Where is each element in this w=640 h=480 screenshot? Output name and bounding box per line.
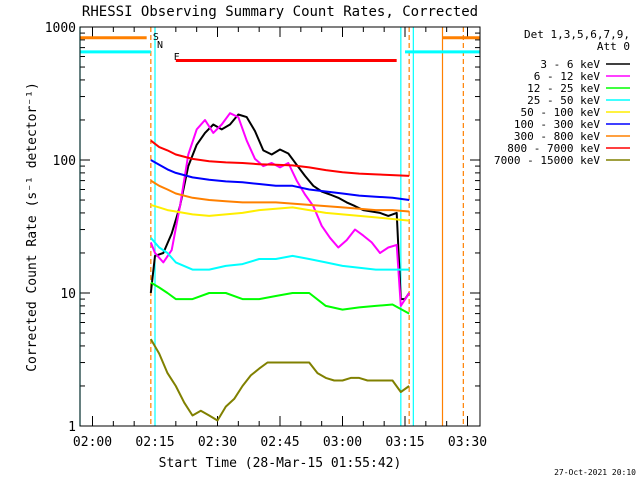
x-axis-label: Start Time (28-Mar-15 01:55:42) xyxy=(159,456,402,471)
legend-label: 100 - 300 keV xyxy=(514,118,600,131)
plot-area: 1 10 100 1000 02:00 02:15 02:30 02:45 03:00 03:15… xyxy=(45,21,487,450)
x-tick-label: 03:00 xyxy=(323,435,362,450)
legend-label: 800 - 7000 keV xyxy=(507,142,600,155)
y-axis-label: Corrected Count Rate (s⁻¹ detector⁻¹) xyxy=(25,82,40,372)
legend-header-line: Att 0 xyxy=(597,40,630,53)
legend-label: 7000 - 15000 keV xyxy=(494,154,600,167)
legend-label: 3 - 6 keV xyxy=(540,58,600,71)
flag-label: F xyxy=(174,52,180,63)
plot-frame xyxy=(79,26,481,427)
series-3-6-kev-line xyxy=(149,113,411,301)
legend-label: 50 - 100 keV xyxy=(521,106,601,119)
legend-label: 12 - 25 keV xyxy=(527,82,600,95)
x-tick-label: 02:30 xyxy=(198,435,237,450)
y-tick-label: 100 xyxy=(53,154,76,169)
series-7000-15000-kev-line xyxy=(149,338,410,422)
legend-label: 25 - 50 keV xyxy=(527,94,600,107)
series-25-50-kev-line xyxy=(150,237,410,271)
series-100-300-kev-line xyxy=(150,159,410,201)
x-tick-label: 03:30 xyxy=(448,435,487,450)
series-800-7000-kev-line xyxy=(150,139,410,177)
footer-date: 27-Oct-2021 20:10 xyxy=(554,468,636,477)
x-tick-label: 03:15 xyxy=(385,435,424,450)
series-12-25-kev-line xyxy=(150,281,410,315)
series-6-12-kev-line xyxy=(149,112,411,307)
x-tick-label: 02:15 xyxy=(135,435,174,450)
flag-label: S xyxy=(153,32,159,43)
series-300-800-kev-line xyxy=(150,179,410,213)
x-tick-label: 02:00 xyxy=(73,435,112,450)
chart-title: RHESSI Observing Summary Count Rates, Co… xyxy=(82,4,478,20)
y-tick-label: 1 xyxy=(68,420,76,435)
legend-header-line: Det 1,3,5,6,7,9, xyxy=(524,28,630,41)
x-tick-label: 02:45 xyxy=(260,435,299,450)
flag-label: N xyxy=(157,40,163,51)
y-tick-label: 10 xyxy=(60,287,76,302)
series-50-100-kev-line xyxy=(150,203,410,222)
legend-label: 6 - 12 keV xyxy=(534,70,601,83)
legend-label: 300 - 800 keV xyxy=(514,130,600,143)
y-tick-label: 1000 xyxy=(45,21,76,36)
